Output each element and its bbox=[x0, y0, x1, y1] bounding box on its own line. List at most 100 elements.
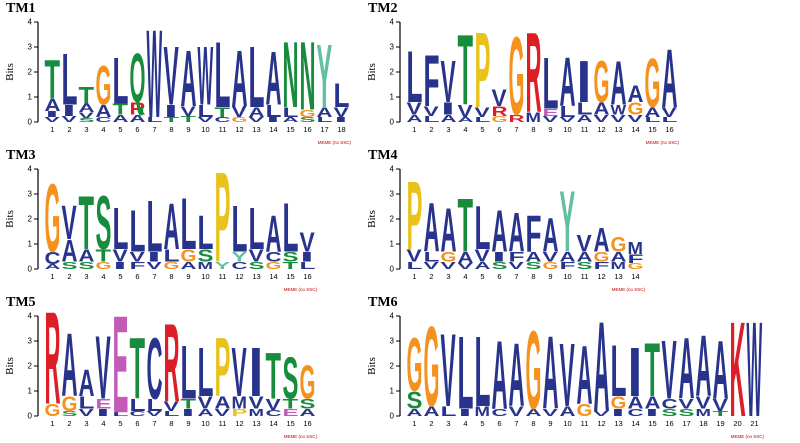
svg-text:L: L bbox=[130, 199, 146, 265]
svg-text:4: 4 bbox=[390, 312, 395, 321]
svg-text:A: A bbox=[181, 35, 197, 124]
svg-text:V: V bbox=[628, 113, 643, 125]
svg-text:4: 4 bbox=[28, 165, 33, 174]
svg-text:F: F bbox=[509, 250, 525, 265]
svg-text:L: L bbox=[475, 194, 491, 263]
svg-text:10: 10 bbox=[201, 419, 209, 428]
svg-text:12: 12 bbox=[235, 125, 243, 134]
svg-text:MEME (no SSC): MEME (no SSC) bbox=[284, 287, 318, 292]
svg-text:I: I bbox=[611, 407, 626, 419]
svg-text:S: S bbox=[407, 387, 423, 414]
svg-text:7: 7 bbox=[152, 419, 156, 428]
svg-text:11: 11 bbox=[219, 125, 227, 134]
svg-text:V: V bbox=[577, 230, 592, 257]
svg-text:G: G bbox=[611, 394, 627, 413]
svg-text:A: A bbox=[560, 249, 576, 265]
svg-text:1: 1 bbox=[412, 419, 416, 428]
svg-text:L: L bbox=[164, 246, 180, 266]
svg-text:T: T bbox=[215, 105, 231, 121]
svg-text:Bits: Bits bbox=[366, 357, 378, 375]
svg-text:V: V bbox=[147, 260, 162, 272]
logo-panel-tm2: TM2 0 1 2 3 4 Bits A V L 1 L V F 2 A I V 3 A V T 4 L V P 5 G R V 6 R G 7… bbox=[366, 2, 682, 148]
svg-text:S: S bbox=[662, 406, 678, 418]
svg-text:A: A bbox=[560, 42, 576, 120]
svg-text:13: 13 bbox=[614, 272, 622, 281]
svg-text:V: V bbox=[509, 404, 525, 419]
svg-text:V: V bbox=[232, 103, 247, 121]
svg-text:I: I bbox=[441, 99, 456, 118]
svg-text:Y: Y bbox=[215, 260, 231, 271]
svg-text:V: V bbox=[130, 250, 146, 265]
svg-text:MEME (no SSC): MEME (no SSC) bbox=[318, 140, 352, 145]
svg-text:L: L bbox=[300, 260, 316, 271]
svg-text:14: 14 bbox=[631, 272, 639, 281]
svg-text:A: A bbox=[509, 324, 525, 426]
svg-text:16: 16 bbox=[303, 125, 311, 134]
svg-text:N: N bbox=[283, 23, 299, 128]
svg-text:L: L bbox=[113, 44, 129, 118]
svg-text:V: V bbox=[424, 104, 440, 119]
svg-text:A: A bbox=[611, 49, 627, 118]
svg-text:V: V bbox=[79, 110, 95, 120]
svg-text:16: 16 bbox=[303, 419, 311, 428]
svg-text:I: I bbox=[458, 407, 473, 419]
svg-text:I: I bbox=[164, 102, 179, 121]
svg-text:V: V bbox=[679, 397, 695, 412]
svg-text:T: T bbox=[96, 246, 112, 266]
svg-text:L: L bbox=[198, 101, 214, 121]
svg-text:2: 2 bbox=[390, 68, 395, 77]
svg-text:0: 0 bbox=[390, 118, 395, 127]
svg-text:V: V bbox=[96, 316, 111, 417]
logo-panel-tm4: TM4 0 1 2 3 4 Bits L V P 1 V L A 2 V G A 3 V A T 4 A V L 5 S I A 6 V F A… bbox=[366, 149, 648, 295]
svg-text:A: A bbox=[249, 104, 265, 120]
svg-text:A: A bbox=[475, 259, 492, 271]
svg-text:4: 4 bbox=[101, 419, 105, 428]
svg-text:2: 2 bbox=[67, 419, 71, 428]
svg-text:S: S bbox=[96, 180, 112, 265]
svg-text:5: 5 bbox=[480, 125, 484, 134]
svg-text:G: G bbox=[594, 50, 610, 115]
svg-text:6: 6 bbox=[135, 419, 139, 428]
svg-text:I: I bbox=[45, 109, 60, 119]
svg-text:W: W bbox=[198, 30, 214, 123]
svg-text:A: A bbox=[662, 32, 678, 125]
svg-text:F: F bbox=[560, 260, 576, 271]
svg-text:S: S bbox=[300, 396, 316, 412]
svg-text:C: C bbox=[628, 406, 645, 418]
svg-text:G: G bbox=[62, 393, 78, 416]
svg-text:L: L bbox=[266, 101, 282, 121]
svg-text:V: V bbox=[458, 102, 474, 121]
svg-text:2: 2 bbox=[429, 125, 433, 134]
svg-text:17: 17 bbox=[682, 419, 690, 428]
svg-text:C: C bbox=[215, 116, 231, 124]
svg-text:V: V bbox=[560, 116, 576, 124]
svg-text:R: R bbox=[492, 103, 508, 119]
svg-text:E: E bbox=[113, 311, 129, 442]
svg-text:G: G bbox=[509, 17, 525, 138]
svg-text:G: G bbox=[45, 401, 61, 420]
svg-text:S: S bbox=[300, 116, 316, 124]
svg-text:14: 14 bbox=[269, 125, 277, 134]
svg-text:G: G bbox=[300, 354, 316, 409]
svg-text:A: A bbox=[266, 35, 282, 121]
svg-text:M: M bbox=[628, 239, 643, 258]
svg-text:V: V bbox=[249, 116, 265, 124]
svg-text:Bits: Bits bbox=[4, 210, 16, 228]
svg-text:7: 7 bbox=[514, 272, 518, 281]
svg-text:A: A bbox=[198, 406, 215, 418]
svg-text:R: R bbox=[45, 311, 61, 433]
svg-text:W: W bbox=[747, 311, 763, 442]
svg-text:12: 12 bbox=[597, 125, 605, 134]
svg-text:L: L bbox=[62, 38, 78, 121]
svg-text:5: 5 bbox=[118, 419, 122, 428]
svg-text:9: 9 bbox=[548, 272, 552, 281]
svg-text:V: V bbox=[113, 247, 129, 266]
svg-text:P: P bbox=[215, 164, 231, 289]
svg-text:3: 3 bbox=[446, 419, 450, 428]
svg-text:I: I bbox=[577, 48, 592, 114]
svg-text:3: 3 bbox=[446, 272, 450, 281]
svg-text:L: L bbox=[215, 23, 231, 128]
svg-text:V: V bbox=[45, 116, 61, 124]
svg-text:G: G bbox=[45, 164, 61, 272]
svg-text:G: G bbox=[232, 116, 248, 124]
